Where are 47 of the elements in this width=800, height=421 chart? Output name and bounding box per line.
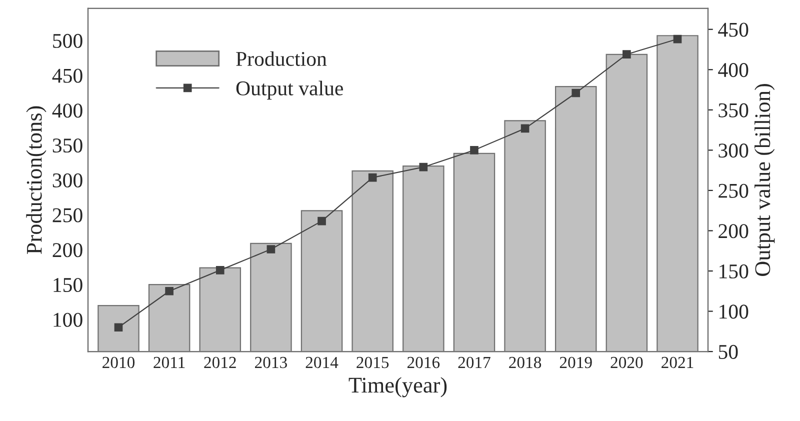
point — [470, 146, 478, 154]
y-tick-label: 200 — [52, 243, 82, 258]
point — [368, 173, 377, 182]
point — [622, 50, 631, 58]
x-tick-label: 2013 — [255, 356, 287, 368]
y2-tick-label: 250 — [718, 184, 748, 198]
point — [318, 216, 326, 226]
y-tick-label: 100 — [54, 312, 82, 327]
y-tick-label: 500 — [53, 34, 82, 48]
y-tick-label: 300 — [52, 173, 82, 188]
y2-tick-label: 200 — [718, 224, 748, 238]
x-axis-title: Time(year) — [348, 377, 447, 398]
x-tick-label: 2020 — [610, 356, 643, 368]
y-tick-label: 350 — [52, 138, 82, 153]
y2-axis-title: Output value (billion) — [754, 84, 775, 276]
point — [572, 88, 580, 98]
legend-label: Production — [236, 51, 327, 66]
y2-tick-label: 150 — [720, 264, 748, 278]
x-tick-label: 2016 — [407, 356, 440, 368]
y2-tick-label: 450 — [718, 22, 748, 37]
x-tick-label: 2018 — [509, 356, 542, 368]
y-tick-label: 150 — [54, 278, 82, 292]
point — [216, 266, 224, 274]
y2-tick-label: 350 — [718, 103, 748, 118]
y-tick-label: 250 — [52, 208, 82, 222]
point — [114, 323, 123, 332]
y2-tick-label: 50 — [718, 344, 738, 359]
y-tick-label: 400 — [52, 104, 82, 118]
x-tick-label: 2017 — [458, 356, 490, 368]
point — [520, 124, 530, 133]
y-tick-label: 450 — [52, 68, 82, 83]
x-tick-label: 2012 — [204, 356, 236, 368]
y2-tick-label: 100 — [720, 304, 748, 319]
y2-tick-label: 400 — [718, 63, 748, 78]
x-tick-label: 2021 — [662, 356, 694, 368]
point — [673, 34, 682, 44]
x-tick-label: 2010 — [102, 356, 135, 368]
x-tick-label: 2019 — [560, 356, 592, 368]
point — [266, 245, 276, 254]
point — [419, 162, 428, 172]
y-axis-title: Production(tons) — [26, 106, 46, 254]
x-tick-label: 2011 — [154, 356, 185, 368]
x-tick-label: 2015 — [356, 356, 389, 368]
x-tick-label: 2014 — [306, 356, 338, 368]
y2-tick-label: 300 — [718, 144, 748, 158]
legend-label: Output value — [236, 80, 343, 100]
point — [165, 286, 174, 296]
